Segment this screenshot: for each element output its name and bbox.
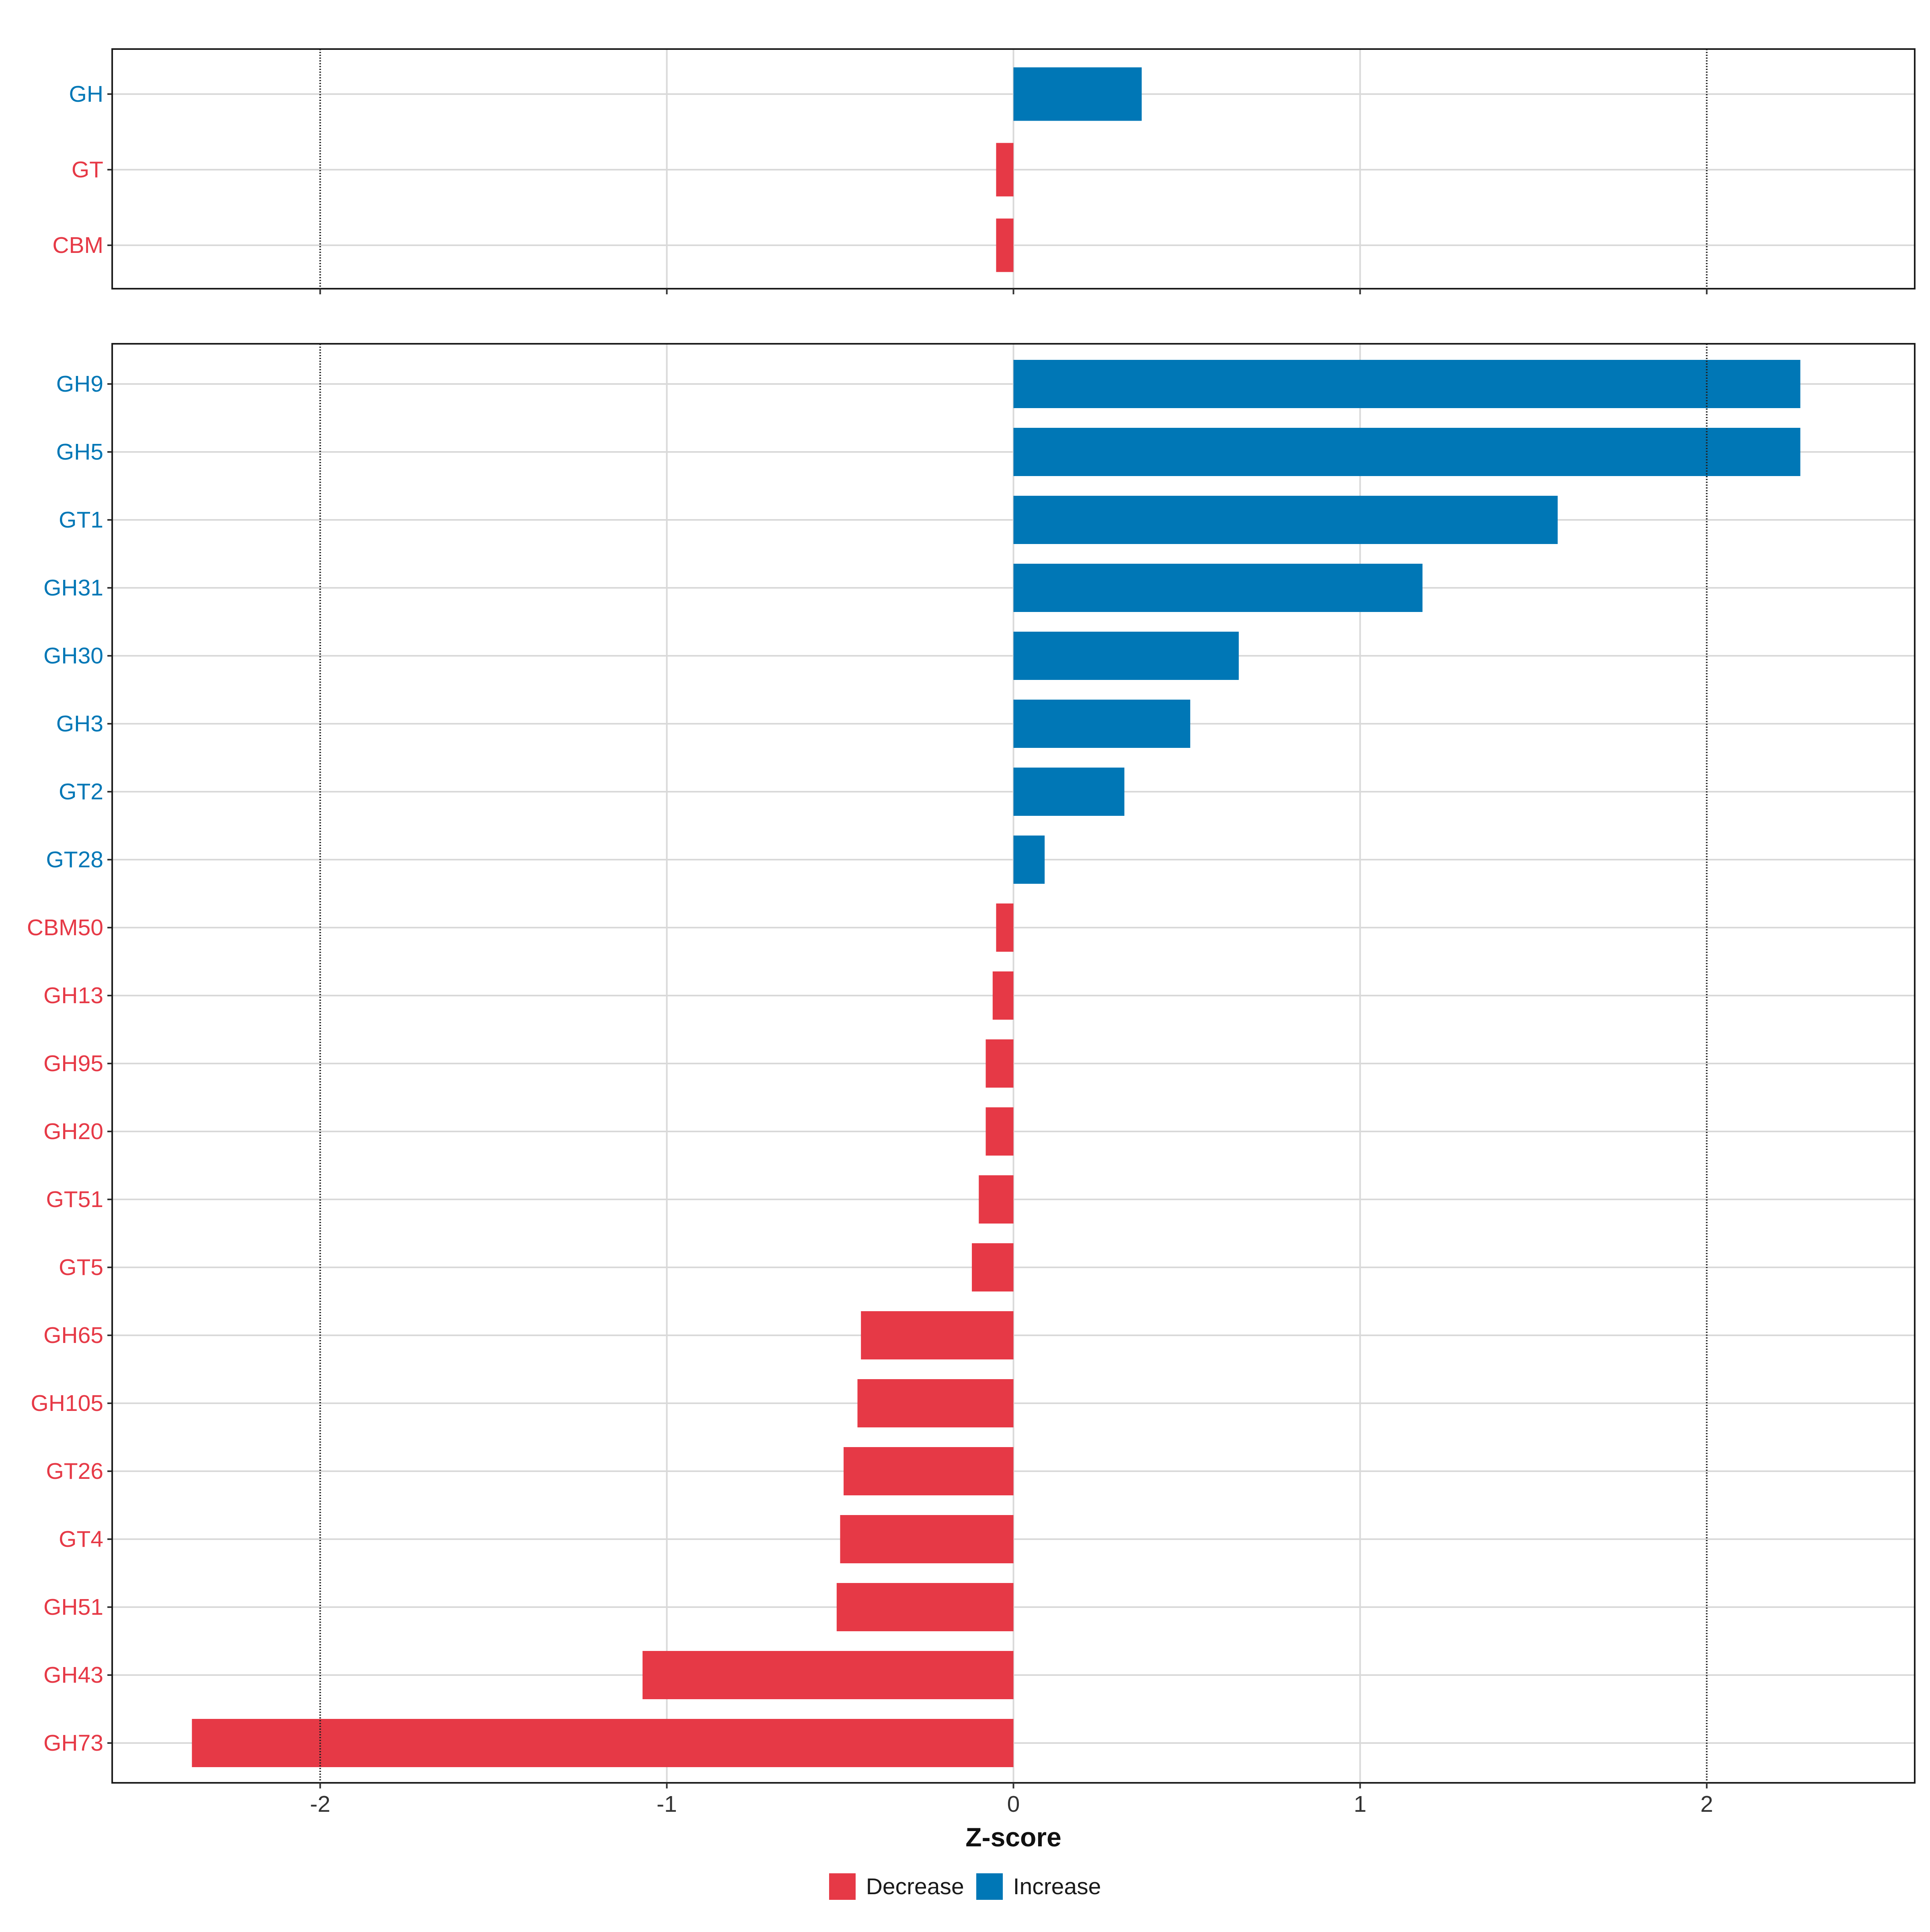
bar-gh31	[1013, 564, 1423, 612]
legend-label-increase: Increase	[1013, 1874, 1101, 1899]
bar-gh43	[643, 1651, 1014, 1699]
legend-swatch-increase	[976, 1873, 1003, 1900]
category-label-gt51: GT51	[46, 1187, 103, 1212]
bar-gt5	[972, 1243, 1014, 1291]
x-tick-label: 1	[1354, 1791, 1367, 1817]
category-label-gt4: GT4	[59, 1526, 103, 1552]
category-label-gh30: GH30	[43, 643, 103, 669]
x-tick-label: 0	[1007, 1791, 1020, 1817]
legend-swatch-decrease	[829, 1873, 856, 1900]
category-label-gh43: GH43	[43, 1662, 103, 1688]
legend-label-decrease: Decrease	[866, 1874, 964, 1899]
category-label-gh95: GH95	[43, 1051, 103, 1076]
legend: Decrease Increase	[0, 1870, 1930, 1903]
category-label-gh65: GH65	[43, 1322, 103, 1348]
x-tick-label: -2	[310, 1791, 331, 1817]
bar-gh95	[986, 1039, 1014, 1088]
bar-gh13	[992, 971, 1014, 1020]
category-label-gh105: GH105	[31, 1390, 103, 1416]
legend-entry-decrease: Decrease	[829, 1873, 964, 1900]
category-label-gh51: GH51	[43, 1594, 103, 1620]
category-label-gt: GT	[72, 157, 103, 183]
x-tick-label: -1	[657, 1791, 677, 1817]
category-label-gt1: GT1	[59, 507, 103, 533]
bar-gh65	[861, 1311, 1014, 1359]
bar-gh5	[1013, 428, 1801, 476]
bar-gh73	[192, 1719, 1014, 1767]
panel-bottom: GH9 GH5 GT1 GH31 GH30 GH3 GT2 GT28 CBM50 GH13 GH95…	[27, 343, 1916, 1788]
category-label-gt28: GT28	[46, 847, 103, 873]
category-label-gh9: GH9	[56, 371, 103, 397]
category-label-gh3: GH3	[56, 711, 103, 737]
category-label-cbm: CBM	[52, 232, 103, 258]
category-label-gh5: GH5	[56, 439, 103, 465]
bar-cbm	[996, 218, 1014, 272]
bar-gh9	[1013, 360, 1801, 408]
bar-gt26	[844, 1447, 1014, 1495]
bar-gh3	[1013, 700, 1191, 748]
bar-gh105	[857, 1379, 1014, 1427]
x-tick-label: 2	[1700, 1791, 1713, 1817]
category-label-gh13: GH13	[43, 983, 103, 1008]
bar-gh30	[1013, 632, 1239, 680]
category-label-gh73: GH73	[43, 1730, 103, 1756]
bar-gt2	[1013, 768, 1125, 816]
bar-cbm50	[996, 903, 1014, 952]
category-label-gt26: GT26	[46, 1458, 103, 1484]
bar-gh51	[836, 1583, 1014, 1631]
bar-gh20	[986, 1107, 1014, 1156]
panel-top: GH GT CBM	[52, 48, 1916, 294]
x-axis-title: Z-score	[965, 1822, 1061, 1852]
category-label-gh20: GH20	[43, 1119, 103, 1144]
bar-gh	[1013, 67, 1142, 121]
bar-gt1	[1013, 496, 1558, 544]
category-label-gt2: GT2	[59, 779, 103, 805]
category-label-gt5: GT5	[59, 1254, 103, 1280]
bar-gt	[996, 143, 1014, 197]
legend-entry-increase: Increase	[976, 1873, 1101, 1900]
bar-gt51	[979, 1175, 1014, 1224]
category-label-gh31: GH31	[43, 575, 103, 601]
bar-gt28	[1013, 836, 1045, 884]
category-label-cbm50: CBM50	[27, 915, 103, 940]
category-label-gh: GH	[69, 81, 104, 107]
bar-gt4	[840, 1515, 1014, 1563]
